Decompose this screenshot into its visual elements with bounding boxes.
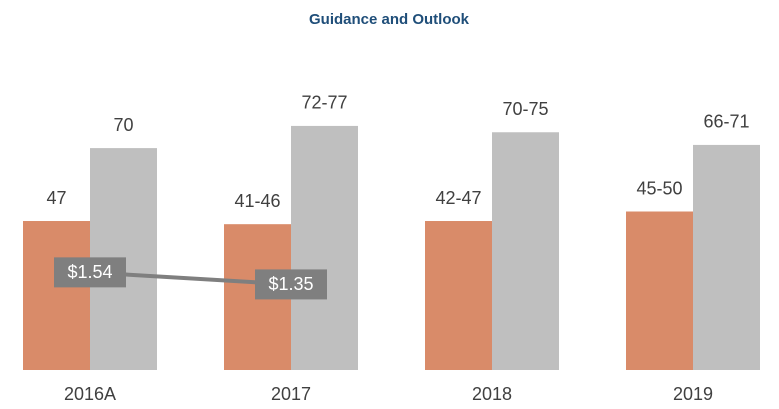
bar bbox=[492, 132, 559, 370]
data-label-box bbox=[54, 257, 126, 288]
bar bbox=[425, 221, 492, 370]
data-label: $1.54 bbox=[67, 262, 112, 282]
bar bbox=[291, 125, 358, 370]
data-label: 70 bbox=[113, 115, 133, 135]
data-label-box bbox=[255, 269, 327, 300]
data-label: 72-77 bbox=[301, 93, 347, 113]
data-label: 70-75 bbox=[502, 99, 548, 119]
data-label: 42-47 bbox=[435, 188, 481, 208]
data-label: 66-71 bbox=[703, 112, 749, 132]
x-tick-label: 2019 bbox=[673, 384, 713, 404]
chart-title: Guidance and Outlook bbox=[309, 11, 470, 28]
bar bbox=[23, 221, 90, 370]
data-label: 45-50 bbox=[636, 178, 682, 198]
data-label: 41-46 bbox=[234, 191, 280, 211]
x-tick-label: 2017 bbox=[271, 384, 311, 404]
bar bbox=[626, 211, 693, 370]
data-label: $1.35 bbox=[268, 274, 313, 294]
data-label: 47 bbox=[46, 188, 66, 208]
x-tick-label: 2016A bbox=[64, 384, 116, 404]
bar bbox=[693, 144, 760, 370]
x-tick-label: 2018 bbox=[472, 384, 512, 404]
